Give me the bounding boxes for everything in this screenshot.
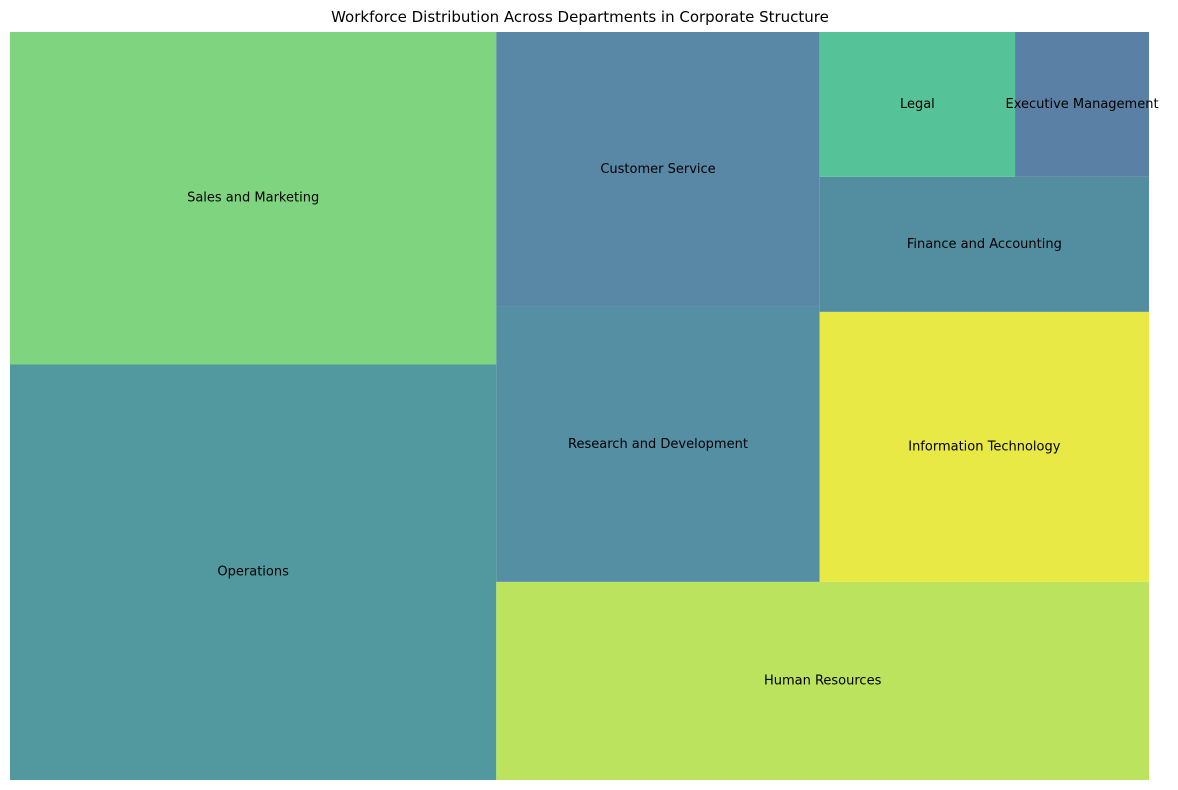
treemap-cell-finance-and-accounting — [819, 176, 1149, 312]
treemap-label-research-and-development: Research and Development — [568, 437, 748, 452]
treemap-label-operations: Operations — [217, 565, 289, 580]
treemap-cell-information-technology — [819, 311, 1149, 582]
treemap-cell-sales-and-marketing — [10, 32, 497, 365]
treemap-cell-research-and-development — [496, 306, 820, 582]
treemap-cell-executive-management — [1015, 32, 1149, 177]
treemap-cell-customer-service — [496, 32, 820, 307]
chart-title: Workforce Distribution Across Department… — [331, 8, 829, 26]
treemap-cell-human-resources — [496, 581, 1150, 780]
treemap-label-human-resources: Human Resources — [764, 673, 882, 688]
treemap-cell-operations — [10, 364, 497, 780]
treemap-label-legal: Legal — [900, 97, 935, 112]
treemap-label-information-technology: Information Technology — [908, 439, 1061, 454]
treemap-label-executive-management: Executive Management — [1005, 97, 1158, 112]
treemap-cell-legal — [819, 32, 1016, 177]
treemap-label-customer-service: Customer Service — [600, 162, 715, 177]
treemap-label-finance-and-accounting: Finance and Accounting — [907, 237, 1062, 252]
treemap-label-sales-and-marketing: Sales and Marketing — [187, 191, 319, 206]
